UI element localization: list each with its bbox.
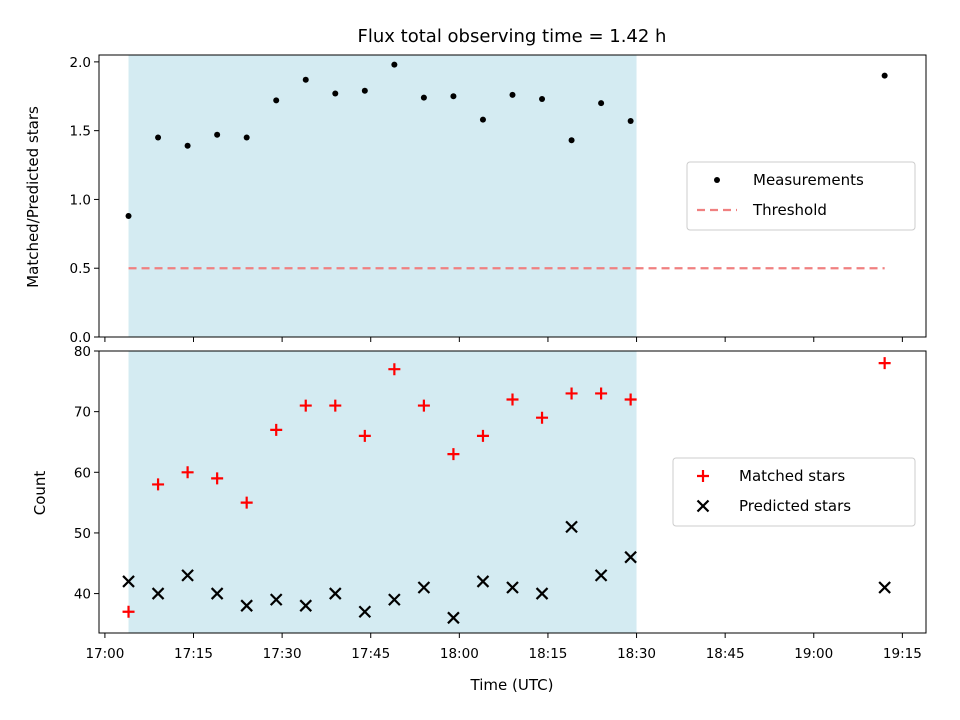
legend-entry-label: Predicted stars [739,497,851,515]
predicted-star-point [358,605,372,619]
predicted-star-point [878,581,891,594]
legend-entry-label: Threshold [752,201,827,219]
bottom-x-tick-label: 19:00 [794,646,833,662]
bottom-y-tick-label: 70 [74,405,91,421]
measurement-point [391,61,398,68]
matched-star-point [565,387,578,400]
measurement-point [361,87,368,94]
matched-star-point [388,363,401,376]
predicted-star-point [151,587,165,600]
top-y-tick-label: 1.5 [70,124,91,140]
top-legend-box [686,161,916,231]
bottom-y-tick-label: 60 [74,465,91,481]
measurement-point [598,100,605,107]
predicted-star-point [269,593,283,606]
bottom-x-tick-label: 17:15 [174,646,213,662]
x-axis-label: Time (UTC) [470,676,554,694]
top-panel: 0.0 0.5 1.0 1.5 2.0 Measurements Threshold [70,54,927,346]
bottom-x-tick-label: 19:15 [883,646,922,662]
top-y-axis-label: Matched/Predicted stars [24,106,42,288]
top-y-tick-label: 0.0 [70,330,91,346]
matched-star-point [476,429,489,442]
measurement-point [881,72,888,79]
predicted-star-point [447,611,460,625]
measurement-point [302,76,309,83]
predicted-star-point [122,575,135,588]
measurement-point [332,90,339,97]
predicted-star-point [506,581,519,594]
measurement-point [627,118,634,125]
bottom-panel: 40 50 60 70 80 17:00 17:15 17:30 17:45 18:00 18:15… [74,344,927,662]
bottom-x-tick-label: 18:00 [440,646,479,662]
bottom-x-tick-label: 17:00 [85,646,124,662]
matched-star-point [417,399,430,412]
bottom-legend-box [672,457,916,527]
measurement-point [214,131,221,138]
matched-star-point [536,411,549,424]
measurement-point [184,142,191,149]
measurement-point [420,94,427,101]
legend-matched-swatch [697,470,709,482]
matched-star-point [211,472,224,485]
predicted-star-point [388,593,401,606]
matched-star-point [329,399,342,412]
matched-star-point [240,496,253,509]
predicted-star-point [565,520,578,534]
predicted-star-point [535,587,549,600]
measurement-point [568,137,575,144]
bottom-x-tick-label: 17:45 [351,646,390,662]
matched-star-point [122,605,135,618]
bottom-x-tick-label: 18:30 [617,646,656,662]
matched-star-point [595,387,608,400]
matched-star-point [152,478,165,491]
legend-measurement-swatch [714,177,720,183]
bottom-x-tick-label: 17:30 [263,646,302,662]
predicted-star-point [624,550,637,564]
chart-title: Flux total observing time = 1.42 h [358,26,667,47]
predicted-star-point [329,587,342,600]
top-y-tick-label: 0.5 [70,261,91,277]
top-axes-frame [98,54,927,338]
bottom-axes-frame [98,350,927,634]
measurement-point [539,96,546,103]
predicted-star-point [210,587,224,600]
matched-star-point [358,429,371,442]
measurement-point [125,212,132,219]
measurement-point [273,97,280,104]
predicted-star-point [181,569,194,582]
top-y-tick-label: 1.0 [70,192,91,208]
top-y-tick-label: 2.0 [70,55,91,71]
measurement-point [450,93,457,100]
bottom-x-tick-label: 18:45 [706,646,745,662]
predicted-star-point [240,599,253,612]
bottom-y-axis-label: Count [31,471,49,516]
predicted-star-point [299,599,313,612]
predicted-star-point [417,581,431,594]
matched-star-point [299,399,312,412]
matched-star-point [624,393,637,406]
matched-star-point [506,393,519,406]
measurement-point [509,91,516,98]
legend-predicted-swatch [696,499,710,513]
predicted-star-point [476,575,490,588]
predicted-star-point [594,569,608,582]
measurement-point [155,134,162,141]
bottom-y-tick-label: 50 [74,526,91,542]
bottom-shaded-span [128,351,637,633]
matched-star-point [270,423,283,436]
measurement-point [243,134,250,141]
matched-star-point [181,466,194,479]
bottom-x-tick-label: 18:15 [528,646,567,662]
legend-entry-label: Measurements [753,171,864,189]
measurement-point [479,116,486,123]
bottom-y-tick-label: 40 [74,587,91,603]
top-shaded-span [128,55,637,337]
bottom-y-tick-label: 80 [74,344,91,360]
legend-entry-label: Matched stars [739,467,845,485]
matched-star-point [447,448,460,461]
matched-star-point [878,357,891,370]
